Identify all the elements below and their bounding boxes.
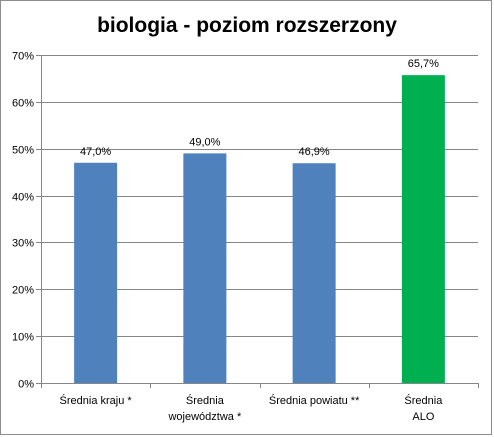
x-tick-label: ALO [412, 411, 434, 423]
x-tick-label: Średnia kraju * [60, 394, 133, 407]
y-tick-label: 0% [18, 379, 34, 391]
y-tick-label: 50% [12, 145, 34, 157]
y-tick-label: 30% [12, 238, 34, 250]
chart-title: biologia - poziom rozszerzony [97, 14, 397, 37]
y-tick-label: 60% [12, 98, 34, 110]
axes: 0% 10% 20% 30% 40% 50% 60% 70% [12, 51, 479, 391]
y-tick-label: 10% [12, 332, 34, 344]
bar [292, 163, 336, 383]
x-tick-label: Średnia [404, 394, 443, 407]
data-label: 65,7% [408, 58, 439, 70]
data-label: 47,0% [80, 146, 111, 158]
bar [183, 153, 227, 383]
bar [401, 75, 445, 384]
y-tick-label: 70% [12, 51, 34, 63]
data-label: 49,0% [189, 136, 220, 148]
x-tick-label: województwa * [167, 411, 241, 423]
y-tick-label: 20% [12, 285, 34, 297]
data-labels: 47,0% 49,0% 46,9% 65,7% [80, 58, 439, 158]
bar [74, 162, 118, 383]
y-tick-label: 40% [12, 192, 34, 204]
bars [74, 75, 445, 384]
x-tick-label: Średnia [186, 394, 225, 407]
data-label: 46,9% [299, 146, 330, 158]
x-axis-labels: Średnia kraju * Średnia województwa * Średn… [60, 394, 444, 423]
x-tick-label: Średnia powiatu ** [269, 394, 360, 407]
